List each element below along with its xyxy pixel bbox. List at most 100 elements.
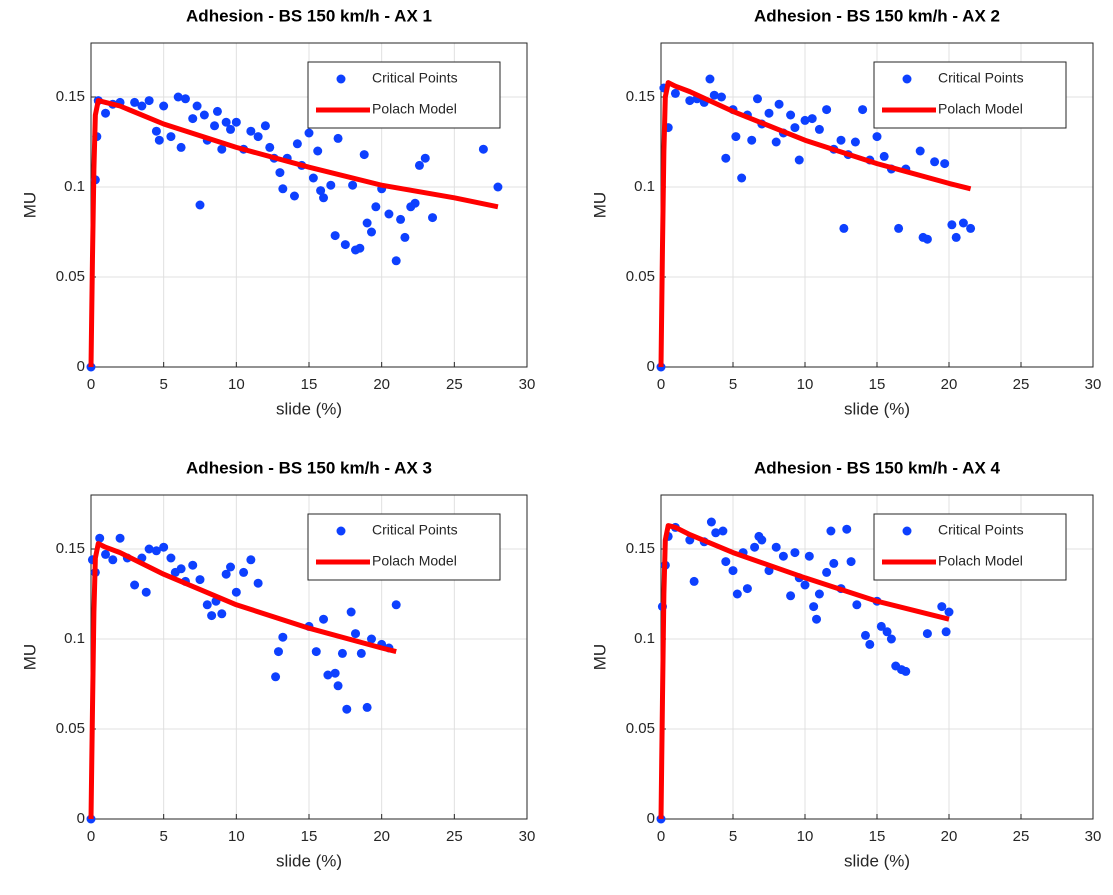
- data-point: [226, 124, 236, 134]
- x-tick-label: 0: [87, 828, 95, 845]
- x-axis-label: slide (%): [844, 399, 910, 418]
- data-point: [829, 558, 839, 568]
- data-point: [144, 544, 154, 554]
- legend-label: Polach Model: [938, 553, 1023, 569]
- x-tick-label: 5: [159, 376, 167, 393]
- model-line: [88, 541, 397, 820]
- data-point: [794, 155, 804, 165]
- data-point: [151, 126, 161, 136]
- data-point: [231, 117, 241, 127]
- legend-marker: [336, 526, 346, 536]
- data-point: [930, 157, 940, 167]
- data-point: [814, 589, 824, 599]
- y-tick-label: 0.1: [64, 178, 85, 195]
- data-point: [362, 218, 372, 228]
- data-point: [822, 567, 832, 577]
- y-tick-label: 0.05: [56, 268, 85, 285]
- x-tick-label: 25: [1013, 376, 1030, 393]
- legend-label: Critical Points: [372, 70, 458, 86]
- data-point: [180, 94, 190, 104]
- data-point: [391, 256, 401, 266]
- data-point: [330, 231, 340, 241]
- data-point: [141, 587, 151, 597]
- data-point: [922, 629, 932, 639]
- data-point: [778, 551, 788, 561]
- data-point: [221, 569, 231, 579]
- data-point: [351, 629, 361, 639]
- data-point: [790, 123, 800, 133]
- data-point: [786, 591, 796, 601]
- data-point: [166, 553, 176, 563]
- data-point: [732, 589, 742, 599]
- chart-title: Adhesion - BS 150 km/h - AX 3: [186, 458, 432, 477]
- data-point: [839, 223, 849, 233]
- y-tick-label: 0: [647, 358, 655, 375]
- data-point: [737, 173, 747, 183]
- data-point: [493, 182, 503, 192]
- legend-label: Polach Model: [938, 101, 1023, 117]
- data-point: [326, 180, 336, 190]
- data-point: [822, 105, 832, 115]
- data-point: [130, 580, 140, 590]
- chart-title: Adhesion - BS 150 km/h - AX 1: [186, 6, 432, 25]
- data-point: [173, 92, 183, 102]
- data-point: [774, 99, 784, 109]
- legend-box: [307, 513, 501, 581]
- x-tick-label: 10: [228, 828, 245, 845]
- data-point: [428, 213, 438, 223]
- data-point: [371, 202, 381, 212]
- data-point: [265, 142, 275, 152]
- data-point: [860, 630, 870, 640]
- data-point: [850, 137, 860, 147]
- data-point: [842, 524, 852, 534]
- y-tick-label: 0: [77, 810, 85, 827]
- y-axis-label: MU: [20, 192, 39, 218]
- x-axis-label: slide (%): [276, 399, 342, 418]
- data-point: [882, 627, 892, 637]
- data-point: [212, 106, 222, 116]
- data-point: [333, 133, 343, 143]
- chart-title: Adhesion - BS 150 km/h - AX 2: [754, 6, 1000, 25]
- data-point: [308, 173, 318, 183]
- y-tick-label: 0.15: [56, 88, 85, 105]
- data-point: [670, 88, 680, 98]
- data-point: [742, 584, 752, 594]
- data-point: [689, 576, 699, 586]
- x-tick-label: 5: [729, 828, 737, 845]
- data-point: [260, 121, 270, 131]
- data-point: [330, 668, 340, 678]
- data-point: [894, 223, 904, 233]
- y-tick-label: 0: [77, 358, 85, 375]
- y-tick-label: 0.05: [626, 720, 655, 737]
- data-point: [271, 672, 281, 682]
- data-point: [876, 621, 886, 631]
- x-tick-label: 10: [797, 828, 814, 845]
- data-point: [348, 180, 358, 190]
- legend-label: Critical Points: [938, 522, 1024, 538]
- data-point: [807, 114, 817, 124]
- data-point: [478, 144, 488, 154]
- data-point: [951, 232, 961, 242]
- data-point: [108, 555, 118, 565]
- y-tick-label: 0.05: [56, 720, 85, 737]
- data-point: [333, 681, 343, 691]
- data-point: [886, 634, 896, 644]
- data-point: [937, 602, 947, 612]
- data-point: [115, 533, 125, 543]
- data-point: [771, 137, 781, 147]
- data-point: [342, 704, 352, 714]
- data-point: [922, 234, 932, 244]
- legend-marker: [902, 526, 912, 536]
- x-tick-label: 25: [446, 828, 463, 845]
- data-point: [804, 551, 814, 561]
- data-point: [246, 555, 256, 565]
- data-point: [391, 600, 401, 610]
- data-point: [764, 108, 774, 118]
- model-line: [658, 523, 950, 820]
- data-point: [192, 101, 202, 111]
- data-point: [800, 580, 810, 590]
- data-point: [685, 96, 695, 106]
- y-tick-label: 0.15: [626, 88, 655, 105]
- data-point: [410, 198, 420, 208]
- y-axis-label: MU: [590, 192, 609, 218]
